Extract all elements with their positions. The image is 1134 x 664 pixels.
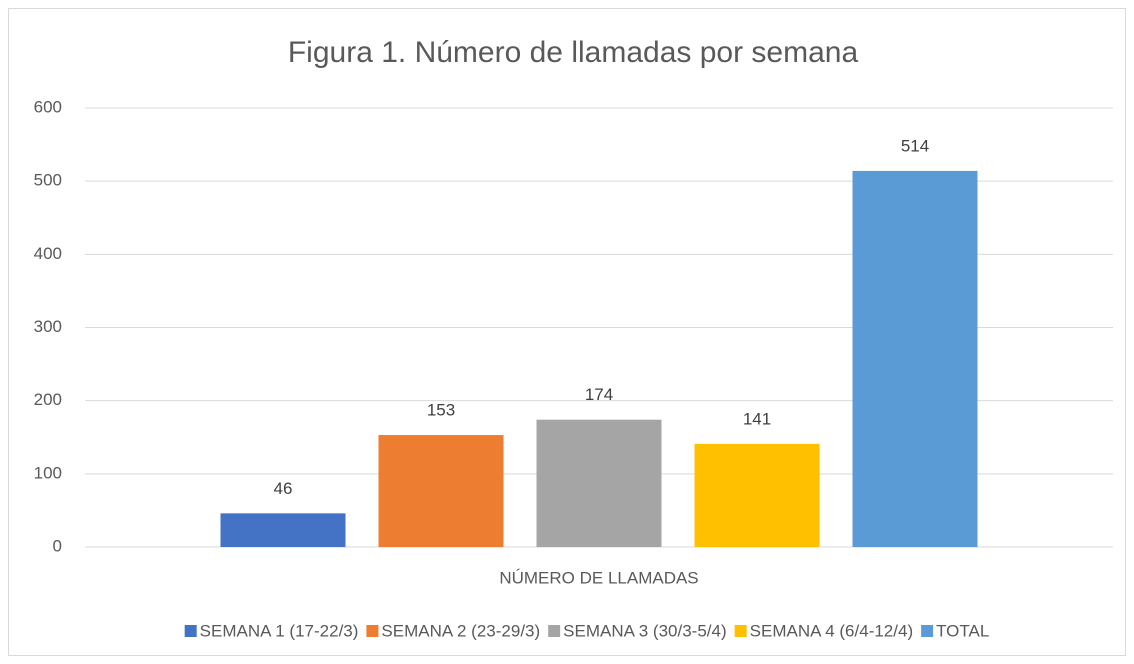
y-tick-label: 200	[34, 390, 62, 409]
legend-label: SEMANA 1 (17-22/3)	[200, 621, 359, 640]
y-tick-label: 500	[34, 171, 62, 190]
data-label: 153	[427, 401, 455, 420]
legend-swatch	[366, 625, 379, 637]
legend: SEMANA 1 (17-22/3) SEMANA 2 (23-29/3) SEMA…	[184, 621, 989, 640]
data-label: 46	[274, 479, 293, 498]
x-tick-label: NÚMERO DE LLAMADAS	[499, 568, 698, 587]
data-label: 174	[585, 385, 613, 404]
bar	[852, 170, 978, 547]
legend-label: SEMANA 2 (23-29/3)	[381, 621, 540, 640]
legend-swatch	[734, 625, 747, 637]
data-label: 514	[901, 136, 929, 155]
chart-title: Figura 1. Número de llamadas por semana	[288, 36, 859, 69]
bar	[694, 443, 820, 547]
legend-label: TOTAL	[936, 621, 989, 640]
legend-swatch	[548, 625, 561, 637]
bar	[220, 513, 346, 547]
y-tick-label: 600	[34, 97, 62, 116]
data-label: 141	[743, 409, 771, 428]
y-tick-label: 100	[34, 463, 62, 482]
bar	[536, 419, 662, 547]
legend-label: SEMANA 3 (30/3-5/4)	[563, 621, 726, 640]
y-tick-label: 300	[34, 317, 62, 336]
legend-label: SEMANA 4 (6/4-12/4)	[750, 621, 913, 640]
legend-swatch	[184, 625, 197, 637]
y-tick-label: 400	[34, 244, 62, 263]
bar	[378, 435, 504, 547]
legend-swatch	[921, 625, 934, 637]
y-tick-label: 0	[53, 536, 62, 555]
